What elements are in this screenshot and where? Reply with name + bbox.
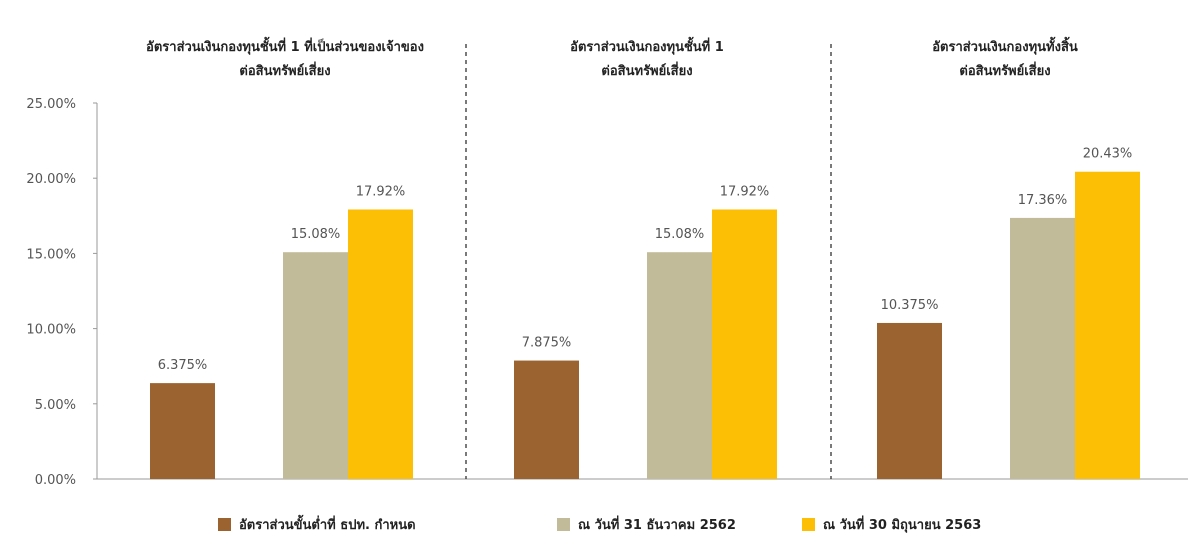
bar-g1-s3 [348, 209, 413, 479]
bar-g2-s3 [712, 209, 777, 479]
data-label-g1-s1: 6.375% [158, 358, 208, 373]
data-label-g3-s3: 20.43% [1083, 147, 1133, 162]
data-label-g2-s1: 7.875% [522, 336, 572, 351]
panel-title-2-line2: ต่อสินทรัพย์เสี่ยง [601, 64, 693, 79]
bar-g3-s3 [1075, 171, 1140, 480]
panel-title-3: อัตราส่วนเงินกองทุนทั้งสิ้น ต่อสินทรัพย์… [840, 36, 1170, 84]
bar-g3-s1 [877, 322, 942, 479]
data-label-g3-s1: 10.375% [881, 298, 939, 313]
data-label-g3-s2: 17.36% [1018, 193, 1068, 208]
bar-g2-s1 [514, 360, 579, 479]
y-tick-label: 15.00% [26, 247, 76, 262]
panel-title-1-line1: อัตราส่วนเงินกองทุนชั้นที่ 1 ที่เป็นส่วน… [146, 40, 424, 55]
data-label-g2-s2: 15.08% [655, 227, 705, 242]
legend-item-dec-2562: ณ วันที่ 31 ธันวาคม 2562 [557, 514, 736, 535]
legend-item-jun-2563: ณ วันที่ 30 มิถุนายน 2563 [802, 514, 981, 535]
legend-label-dec-2562: ณ วันที่ 31 ธันวาคม 2562 [578, 518, 736, 533]
y-tick-label: 0.00% [35, 473, 76, 488]
legend-swatch-minimum [218, 518, 231, 531]
panel-title-1: อัตราส่วนเงินกองทุนชั้นที่ 1 ที่เป็นส่วน… [120, 36, 450, 84]
panel-title-2-line1: อัตราส่วนเงินกองทุนชั้นที่ 1 [570, 40, 724, 55]
legend-label-minimum: อัตราส่วนขั้นต่ำที่ ธปท. กำหนด [239, 518, 416, 533]
y-tick-label: 10.00% [26, 323, 76, 338]
y-tick-label: 5.00% [35, 398, 76, 413]
panel-title-1-line2: ต่อสินทรัพย์เสี่ยง [239, 64, 331, 79]
bar-g3-s2 [1010, 217, 1075, 480]
legend-swatch-dec-2562 [557, 518, 570, 531]
data-label-g2-s3: 17.92% [720, 184, 770, 199]
y-tick-label: 25.00% [26, 97, 76, 112]
legend-item-minimum: อัตราส่วนขั้นต่ำที่ ธปท. กำหนด [218, 514, 416, 535]
data-label-g1-s3: 17.92% [356, 184, 406, 199]
bar-g1-s2 [283, 252, 348, 479]
panel-title-3-line2: ต่อสินทรัพย์เสี่ยง [959, 64, 1051, 79]
legend-label-jun-2563: ณ วันที่ 30 มิถุนายน 2563 [823, 518, 982, 533]
legend: อัตราส่วนขั้นต่ำที่ ธปท. กำหนด ณ วันที่ … [0, 514, 1188, 538]
y-tick-label: 20.00% [26, 172, 76, 187]
panel-title-2: อัตราส่วนเงินกองทุนชั้นที่ 1 ต่อสินทรัพย… [482, 36, 812, 84]
panel-title-3-line1: อัตราส่วนเงินกองทุนทั้งสิ้น [932, 40, 1078, 55]
legend-swatch-jun-2563 [802, 518, 815, 531]
data-label-g1-s2: 15.08% [291, 227, 341, 242]
bar-g1-s1 [150, 383, 215, 479]
bar-g2-s2 [647, 252, 712, 479]
